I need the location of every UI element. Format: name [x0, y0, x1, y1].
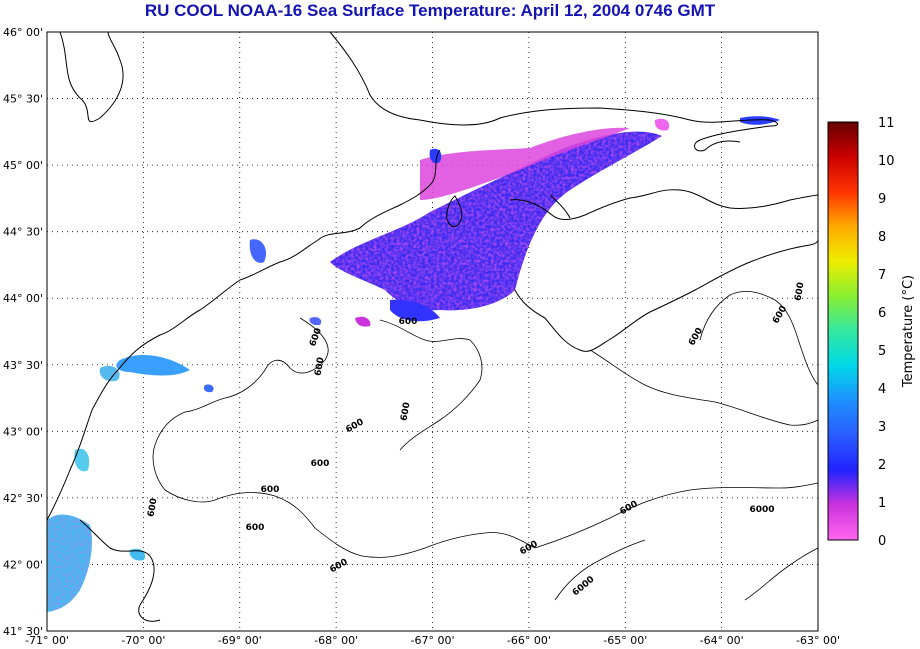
longitude-label: -70° 00'	[121, 634, 165, 647]
colorbar-label: Temperature (°C)	[901, 275, 916, 388]
colorbar-tick-label: 1	[878, 496, 886, 511]
latitude-label: 41° 30'	[3, 625, 43, 638]
latitude-label: 43° 00'	[3, 425, 43, 438]
latitude-label: 43° 30'	[3, 359, 43, 372]
colorbar-gradient	[827, 121, 859, 541]
latitude-label: 44° 00'	[3, 292, 43, 305]
latitude-label: 42° 30'	[3, 492, 43, 505]
latitude-label: 46° 00'	[3, 26, 43, 39]
contour-label: 600	[399, 317, 418, 327]
colorbar-tick-label: 4	[878, 382, 886, 397]
contour-label: 600	[146, 498, 159, 518]
longitude-label: -67° 00'	[411, 634, 455, 647]
latitude-label: 45° 30'	[3, 93, 43, 106]
longitude-label: -69° 00'	[218, 634, 262, 647]
longitude-label: -71° 00'	[25, 634, 69, 647]
bathymetry-contours	[152, 290, 819, 601]
longitude-labels: -71° 00' -70° 00' -69° 00' -68° 00' -67° 00'…	[25, 634, 840, 647]
colorbar-tick-label: 0	[878, 534, 886, 549]
longitude-label: -63° 00'	[796, 634, 840, 647]
longitude-label: -64° 00'	[700, 634, 744, 647]
map-title: RU COOL NOAA-16 Sea Surface Temperature:…	[144, 1, 716, 20]
colorbar-tick-label: 8	[878, 230, 886, 245]
contour-label: 600	[399, 402, 412, 422]
map-frame	[46, 31, 819, 632]
colorbar-tick-label: 7	[878, 268, 886, 283]
coastline-layer	[46, 31, 819, 622]
colorbar-tick-label: 5	[878, 344, 886, 359]
colorbar-tick-label: 10	[878, 154, 895, 169]
latitude-label: 44° 30'	[3, 226, 43, 239]
latitude-label: 42° 00'	[3, 558, 43, 571]
map-plot-area	[47, 32, 818, 631]
contour-label: 600	[246, 523, 265, 533]
sst-data-layer	[47, 116, 780, 612]
contour-label: 6000	[749, 505, 774, 515]
colorbar-tick-label: 9	[878, 192, 886, 207]
longitude-label: -68° 00'	[314, 634, 358, 647]
latitude-label: 45° 00'	[3, 159, 43, 172]
contour-label: 600	[313, 357, 326, 377]
longitude-label: -66° 00'	[507, 634, 551, 647]
colorbar-tick-label: 11	[878, 116, 895, 131]
latitude-labels: 46° 00' 45° 30' 45° 00' 44° 30' 44° 00' 43° 3…	[3, 26, 43, 638]
contour-label: 600	[261, 485, 280, 495]
contour-label: 600	[793, 282, 806, 302]
colorbar: 0 1 2 3 4 5 6 7 8 9 10 11 Temperature (°C)	[827, 116, 916, 549]
colorbar-tick-label: 6	[878, 306, 886, 321]
colorbar-tick-label: 2	[878, 458, 886, 473]
colorbar-tick-label: 3	[878, 420, 886, 435]
longitude-label: -65° 00'	[603, 634, 647, 647]
contour-label: 600	[311, 459, 330, 469]
